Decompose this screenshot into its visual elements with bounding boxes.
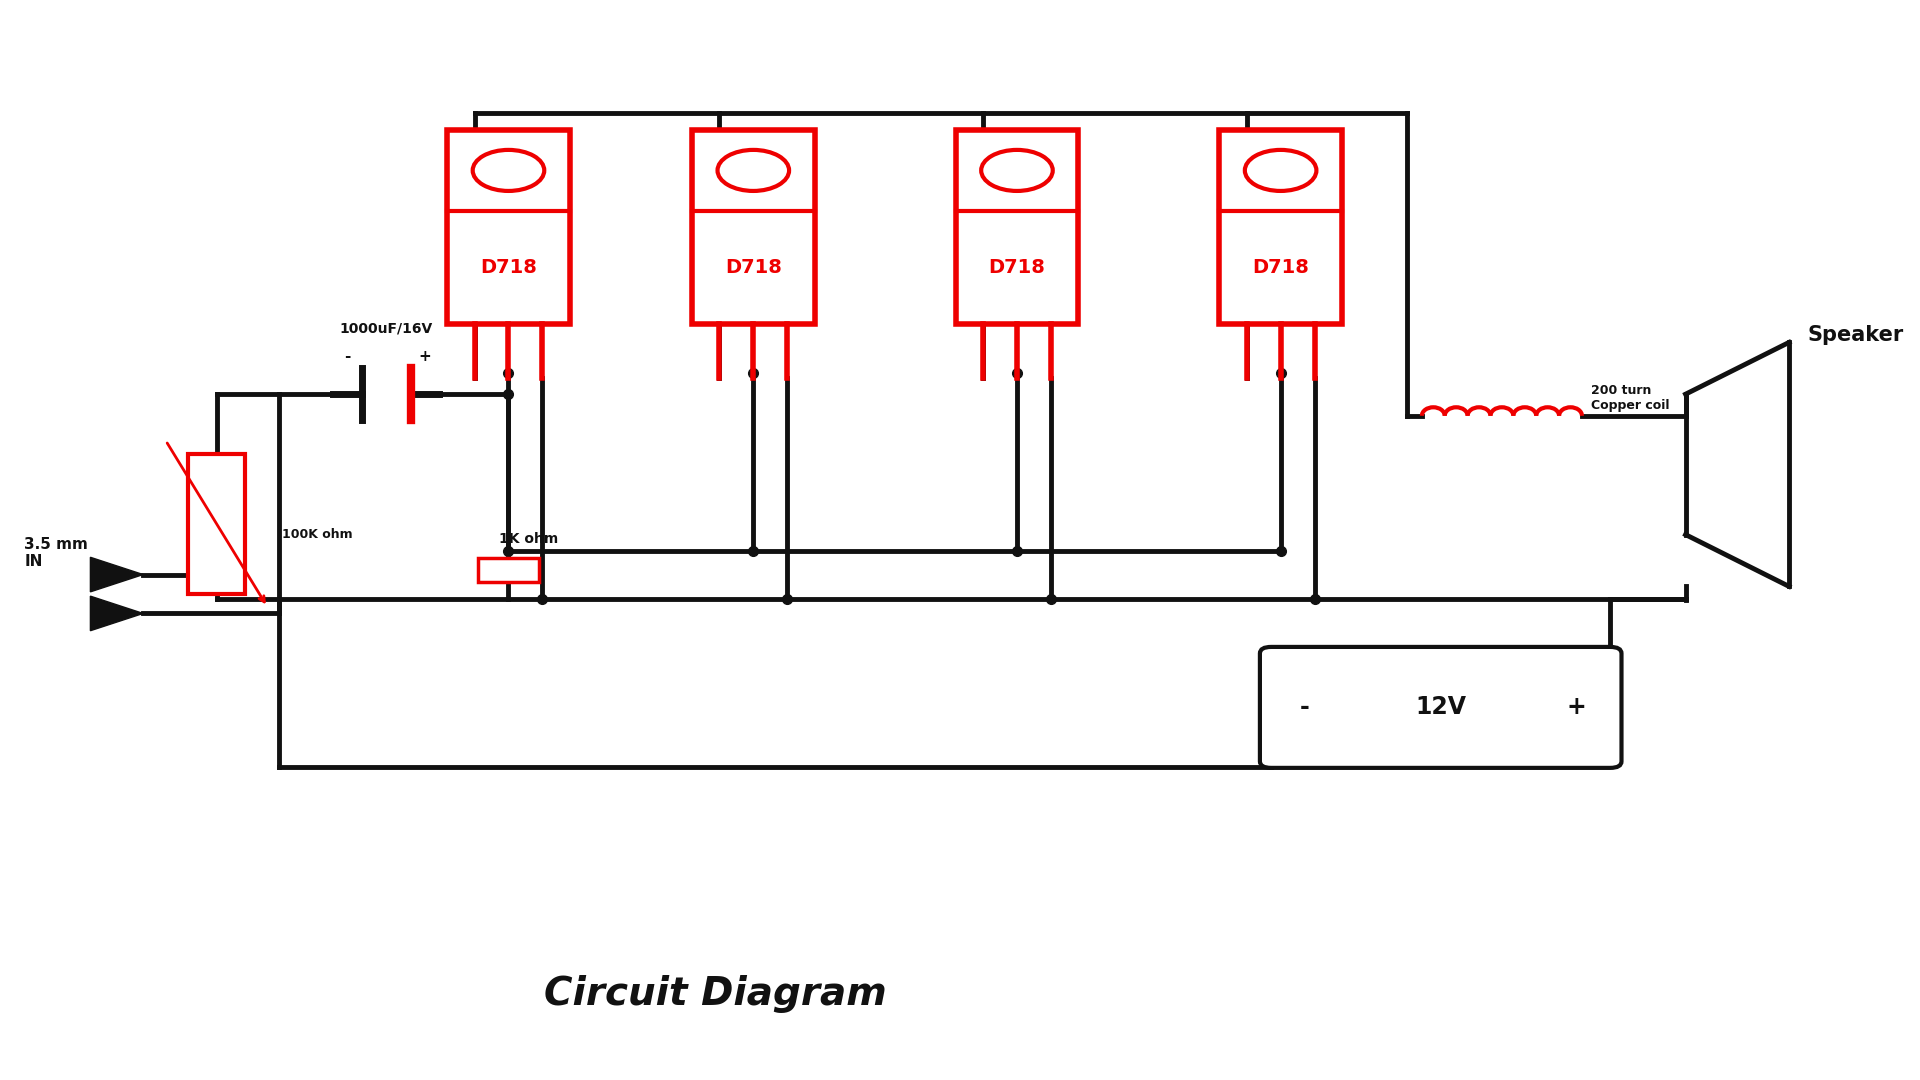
- Text: +: +: [419, 349, 430, 364]
- Text: 3.5 mm
IN: 3.5 mm IN: [25, 537, 88, 569]
- Text: +: +: [1567, 696, 1586, 719]
- Text: 1000uF/16V: 1000uF/16V: [340, 322, 432, 336]
- Bar: [1219, 130, 1342, 324]
- Text: D718: D718: [480, 258, 538, 278]
- Polygon shape: [90, 596, 144, 631]
- Circle shape: [981, 150, 1052, 191]
- Text: D718: D718: [726, 258, 781, 278]
- Text: D718: D718: [989, 258, 1044, 278]
- Text: -: -: [344, 349, 349, 364]
- Text: Circuit Diagram: Circuit Diagram: [543, 974, 887, 1013]
- Text: Speaker: Speaker: [1809, 325, 1905, 345]
- Bar: [447, 130, 570, 324]
- Bar: [691, 130, 814, 324]
- Text: 200 turn
Copper coil: 200 turn Copper coil: [1592, 383, 1670, 411]
- Bar: [478, 557, 540, 581]
- Text: 1K ohm: 1K ohm: [499, 532, 559, 545]
- Text: D718: D718: [1252, 258, 1309, 278]
- FancyBboxPatch shape: [1260, 647, 1622, 768]
- Circle shape: [718, 150, 789, 191]
- Polygon shape: [90, 557, 144, 592]
- Text: 100K ohm: 100K ohm: [282, 528, 353, 541]
- Bar: [188, 454, 246, 594]
- Circle shape: [472, 150, 543, 191]
- Text: 12V: 12V: [1415, 696, 1467, 719]
- Text: -: -: [1300, 696, 1309, 719]
- Bar: [956, 130, 1079, 324]
- Circle shape: [1244, 150, 1317, 191]
